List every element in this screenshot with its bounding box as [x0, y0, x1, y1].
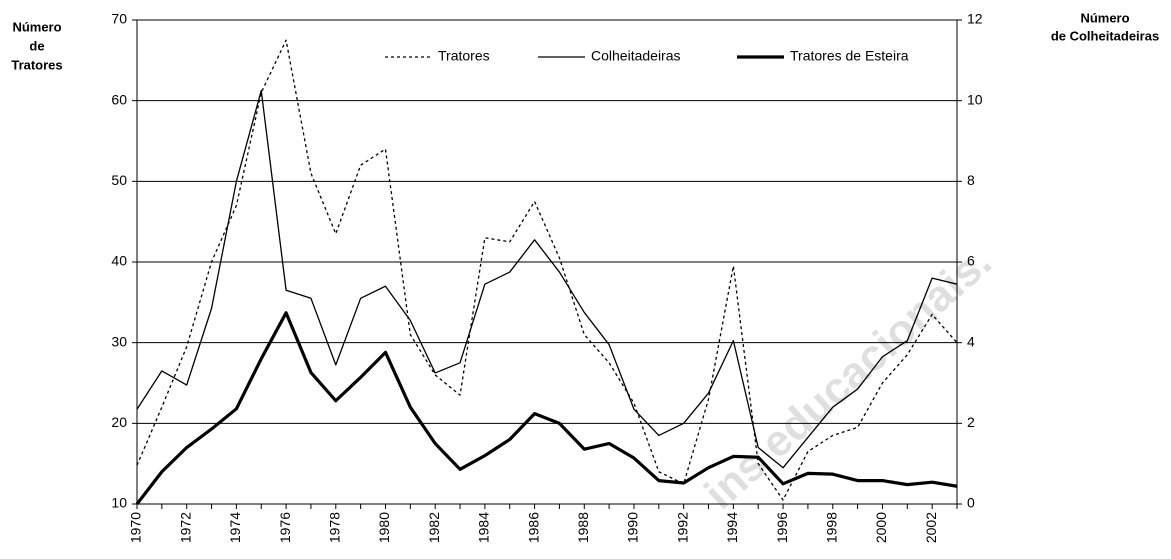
- x-tick-label: 1990: [625, 512, 641, 543]
- x-tick-label: 2002: [923, 512, 939, 543]
- x-tick-label: 1972: [177, 512, 193, 543]
- y2-axis-label: Número: [1080, 10, 1129, 25]
- x-tick-label: 2000: [873, 512, 889, 543]
- series-line: [136, 39, 958, 501]
- x-tick-label: 1996: [774, 512, 790, 543]
- y-tick-label: 40: [111, 253, 127, 269]
- x-tick-label: 1970: [128, 512, 144, 543]
- y2-tick-label: 4: [967, 333, 975, 349]
- y2-tick-label: 12: [967, 11, 983, 27]
- y-tick-label: 70: [111, 11, 127, 27]
- y-tick-label: 20: [111, 414, 127, 430]
- y-tick-label: 60: [111, 91, 127, 107]
- x-tick-label: 1986: [525, 512, 541, 543]
- x-tick-label: 1998: [823, 512, 839, 543]
- y-tick-label: 30: [111, 333, 127, 349]
- y2-axis-label: de Colheitadeiras: [1051, 28, 1159, 43]
- y2-tick-label: 8: [967, 172, 975, 188]
- x-tick-label: 1988: [575, 512, 591, 543]
- y2-tick-label: 0: [967, 495, 975, 511]
- y-tick-label: 10: [111, 495, 127, 511]
- x-tick-label: 1978: [326, 512, 342, 543]
- y-axis-label: Número: [12, 19, 61, 34]
- y2-tick-label: 2: [967, 414, 975, 430]
- x-tick-label: 1980: [376, 512, 392, 543]
- legend-label: Tratores de Esteira: [790, 48, 909, 64]
- x-tick-label: 1992: [674, 512, 690, 543]
- series-line: [135, 311, 958, 505]
- y-axis-label: de: [29, 38, 44, 53]
- x-tick-label: 1974: [227, 512, 243, 543]
- legend-label: Tratores: [438, 48, 490, 64]
- plot-border: [136, 19, 958, 505]
- y2-tick-label: 6: [967, 253, 975, 269]
- y-tick-label: 50: [111, 172, 127, 188]
- legend-label: Colheitadeiras: [591, 48, 681, 64]
- x-tick-label: 1994: [724, 512, 740, 543]
- x-tick-label: 1984: [476, 512, 492, 543]
- series-line: [136, 89, 958, 469]
- y-axis-label: Tratores: [11, 57, 62, 72]
- y2-tick-label: 10: [967, 91, 983, 107]
- x-tick-label: 1976: [277, 512, 293, 543]
- x-tick-label: 1982: [426, 512, 442, 543]
